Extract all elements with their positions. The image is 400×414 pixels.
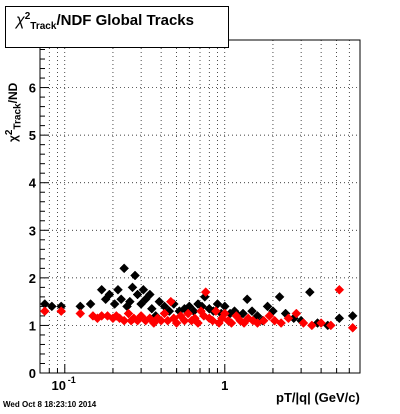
y-tick-label: 3 — [29, 223, 36, 238]
data-point — [132, 289, 143, 300]
data-point — [171, 318, 182, 328]
data-point — [146, 303, 157, 314]
data-series — [39, 263, 358, 333]
timestamp: Wed Oct 8 18:23:10 2014 — [3, 400, 97, 409]
data-point — [242, 294, 253, 305]
data-point — [127, 282, 138, 293]
data-point — [138, 284, 149, 295]
data-point — [165, 296, 176, 307]
series-1 — [39, 284, 358, 333]
data-point — [156, 315, 166, 326]
y-tick-label: 6 — [29, 81, 36, 96]
data-point — [306, 320, 317, 331]
data-point — [46, 301, 57, 312]
data-point — [123, 308, 134, 319]
x-tick-label-exponent: -1 — [68, 375, 76, 385]
y-tick-label: 1 — [29, 318, 36, 333]
data-point — [144, 289, 155, 300]
ylabel-subscript: Track — [12, 103, 24, 130]
data-point — [258, 315, 269, 326]
data-point — [130, 270, 140, 281]
data-point — [325, 320, 336, 331]
data-point — [276, 318, 286, 328]
data-point — [347, 311, 358, 321]
data-point — [274, 292, 285, 302]
data-point — [298, 318, 309, 328]
data-point — [75, 308, 86, 319]
data-point — [179, 315, 190, 326]
x-axis-label: pT/|q| (GeV/c) — [276, 390, 360, 405]
data-point — [248, 315, 258, 326]
y-axis-label: χ2Track/ND — [4, 52, 23, 142]
data-point — [247, 306, 257, 317]
data-point — [304, 287, 315, 297]
data-point — [200, 287, 211, 297]
data-point — [109, 299, 120, 309]
data-point — [154, 296, 165, 307]
data-point — [116, 294, 126, 305]
data-point — [291, 308, 302, 319]
title-chi-symbol: χ — [16, 12, 25, 29]
x-tick-label: 1 — [221, 378, 228, 393]
data-point — [124, 296, 135, 307]
ylabel-chi-symbol: χ — [6, 135, 20, 142]
data-point — [119, 315, 130, 326]
x-tick-label: 10 — [52, 378, 66, 393]
data-point — [119, 263, 130, 274]
data-point — [264, 311, 275, 321]
data-point — [347, 322, 358, 333]
y-tick-label: 4 — [29, 176, 37, 191]
data-point — [334, 284, 345, 295]
data-point — [283, 313, 294, 324]
data-point — [226, 318, 237, 328]
y-tick-label: 0 — [29, 366, 36, 381]
data-point — [104, 289, 115, 300]
data-point — [39, 306, 50, 317]
data-point — [85, 299, 96, 309]
data-point — [113, 284, 123, 295]
title-chi-superscript: 2 — [24, 11, 31, 22]
data-point — [219, 308, 230, 319]
y-tick-label: 2 — [29, 271, 36, 286]
data-point — [334, 313, 345, 324]
data-point — [211, 306, 221, 317]
data-point — [262, 301, 273, 312]
title-chi-subscript: Track — [30, 21, 57, 32]
y-axis-label-text: χ2Track/ND — [4, 83, 23, 142]
y-tick-label: 5 — [29, 128, 36, 143]
data-point — [56, 306, 67, 317]
data-point — [183, 308, 193, 319]
data-point — [96, 284, 107, 295]
title-text-rest: /NDF Global Tracks — [56, 12, 194, 29]
data-point — [193, 318, 203, 328]
data-point — [159, 308, 170, 319]
data-point — [316, 318, 326, 328]
ylabel-superscript: 2 — [4, 129, 15, 136]
ylabel-rest: /ND — [6, 82, 20, 104]
chart-title: χ2Track/NDF Global Tracks — [16, 11, 194, 32]
chart-title-box: χ2Track/NDF Global Tracks — [5, 6, 229, 48]
